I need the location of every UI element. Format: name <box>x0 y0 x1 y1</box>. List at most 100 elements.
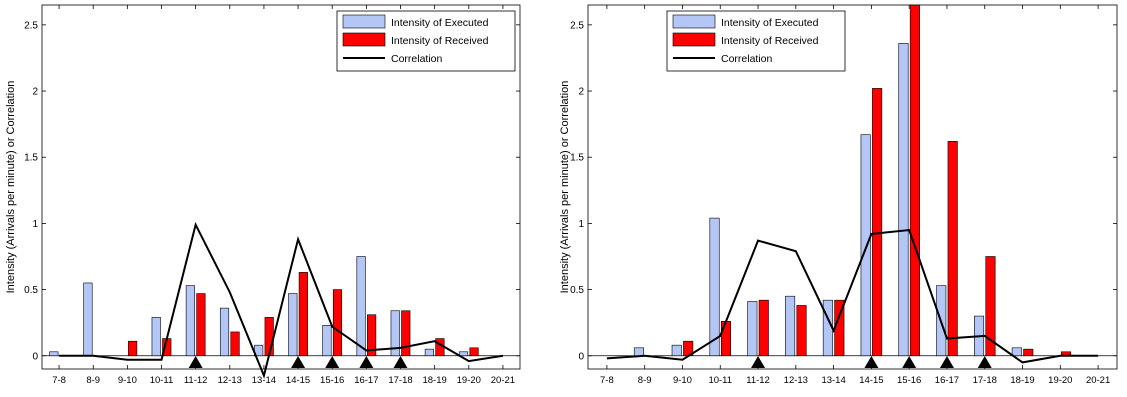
marker-triangle <box>864 356 879 368</box>
bar-intensity-of-received <box>196 293 206 357</box>
x-tick-label: 17-18 <box>973 375 997 386</box>
x-tick-label: 8-9 <box>86 375 100 386</box>
legend-label-correlation: Correlation <box>721 53 773 65</box>
bar-intensity-of-executed <box>288 293 298 357</box>
legend-swatch-intensity-of-received <box>342 32 386 47</box>
bar-intensity-of-executed <box>458 351 469 357</box>
x-tick-label: 18-19 <box>422 375 446 386</box>
bar-intensity-of-received <box>128 340 138 357</box>
bar-intensity-of-executed <box>322 325 332 357</box>
bar-intensity-of-received <box>264 317 274 357</box>
x-tick-label: 7-8 <box>600 375 614 386</box>
x-tick-label: 16-17 <box>354 375 378 386</box>
chart-2: 0 0.5 1 1.5 2 2.5 Intensity (Arrivals per minu… <box>559 4 1118 386</box>
x-tick-label: 20-21 <box>491 375 515 386</box>
marker-triangle <box>291 356 306 368</box>
bar-intensity-of-executed <box>860 134 871 357</box>
x-tick-label: 10-11 <box>150 375 174 386</box>
x-tick-label: 7-8 <box>52 375 66 386</box>
x-tick-label: 15-16 <box>897 375 921 386</box>
bar-intensity-of-received <box>985 256 996 357</box>
bar-intensity-of-executed <box>633 347 644 357</box>
bar-intensity-of-executed <box>671 344 682 357</box>
bar-intensity-of-received <box>720 321 731 357</box>
marker-triangle <box>902 356 917 368</box>
y-tick-label: 0.5 <box>24 285 38 296</box>
x-tick-label: 17-18 <box>388 375 412 386</box>
bar-intensity-of-received <box>758 299 769 357</box>
bar-intensity-of-received <box>298 272 308 357</box>
x-tick-label: 15-16 <box>320 375 344 386</box>
y-tick-label: 0 <box>32 351 38 362</box>
bar-intensity-of-received <box>332 289 343 357</box>
x-tick-label: 10-11 <box>708 375 732 386</box>
bar-intensity-of-executed <box>709 217 720 357</box>
y-tick-label: 2 <box>32 87 38 98</box>
x-tick-label: 19-20 <box>457 375 481 386</box>
bar-intensity-of-executed <box>83 282 93 357</box>
bar-intensity-of-executed <box>1011 347 1022 357</box>
y-tick-label: 1 <box>578 219 584 230</box>
marker-triangle <box>325 356 340 368</box>
y-axis-label: Intensity (Arrivals per minute) or Corre… <box>5 81 17 294</box>
bar-intensity-of-received <box>1023 348 1034 357</box>
y-tick-label: 1 <box>32 219 38 230</box>
legend-label-intensity-of-executed: Intensity of Executed <box>721 17 819 29</box>
series-line-correlation <box>59 221 504 379</box>
y-tick-label: 2 <box>578 87 584 98</box>
y-axis-label: Intensity (Arrivals per minute) or Corre… <box>559 81 571 294</box>
y-tick-label: 0.5 <box>570 285 584 296</box>
x-tick-label: 9-10 <box>673 375 692 386</box>
legend-swatch-intensity-of-received <box>672 32 716 47</box>
x-tick-label: 19-20 <box>1048 375 1072 386</box>
bar-intensity-of-executed <box>49 351 59 357</box>
x-tick-label: 20-21 <box>1086 375 1110 386</box>
bar-intensity-of-executed <box>185 285 195 357</box>
x-tick-label: 14-15 <box>286 375 310 386</box>
x-tick-label: 13-14 <box>821 375 845 386</box>
bar-intensity-of-executed <box>747 301 758 357</box>
legend-label-correlation: Correlation <box>391 53 443 65</box>
marker-triangle <box>188 356 203 368</box>
bar-intensity-of-executed <box>898 43 909 357</box>
marker-triangle <box>977 356 992 368</box>
legend-label-intensity-of-executed: Intensity of Executed <box>391 17 489 29</box>
y-tick-label: 2.5 <box>570 20 584 31</box>
bar-intensity-of-executed <box>390 310 400 357</box>
bar-intensity-of-executed <box>151 317 161 357</box>
chart-1: 0 0.5 1 1.5 2 2.5 Intensity (Arrivals per minu… <box>5 4 521 386</box>
bar-intensity-of-received <box>230 331 240 357</box>
legend-label-intensity-of-received: Intensity of Received <box>721 35 819 47</box>
x-tick-label: 11-12 <box>746 375 770 386</box>
bar-intensity-of-executed <box>822 299 833 357</box>
x-tick-label: 12-13 <box>784 375 808 386</box>
x-tick-label: 14-15 <box>859 375 883 386</box>
bar-intensity-of-received <box>367 314 377 357</box>
bar-intensity-of-executed <box>356 256 366 357</box>
legend-label-intensity-of-received: Intensity of Received <box>391 35 489 47</box>
x-tick-label: 16-17 <box>935 375 959 386</box>
x-tick-label: 12-13 <box>218 375 242 386</box>
bar-intensity-of-received <box>909 4 920 357</box>
bar-intensity-of-executed <box>219 307 230 357</box>
bar-intensity-of-received <box>796 305 807 357</box>
legend-swatch-intensity-of-executed <box>672 14 716 29</box>
x-tick-label: 18-19 <box>1010 375 1034 386</box>
bar-intensity-of-received <box>469 347 479 357</box>
y-tick-label: 2.5 <box>24 20 38 31</box>
series-line-correlation <box>606 228 1099 364</box>
y-tick-label: 1.5 <box>570 153 584 164</box>
bar-intensity-of-executed <box>424 348 434 357</box>
bar-intensity-of-executed <box>785 295 796 357</box>
x-tick-label: 13-14 <box>252 375 276 386</box>
x-tick-label: 11-12 <box>184 375 208 386</box>
y-tick-label: 0 <box>578 351 584 362</box>
legend-swatch-intensity-of-executed <box>342 14 386 29</box>
x-tick-label: 8-9 <box>638 375 652 386</box>
marker-triangle <box>359 356 374 368</box>
marker-triangle <box>393 356 408 368</box>
marker-triangle <box>939 356 954 368</box>
marker-triangle <box>751 356 766 368</box>
